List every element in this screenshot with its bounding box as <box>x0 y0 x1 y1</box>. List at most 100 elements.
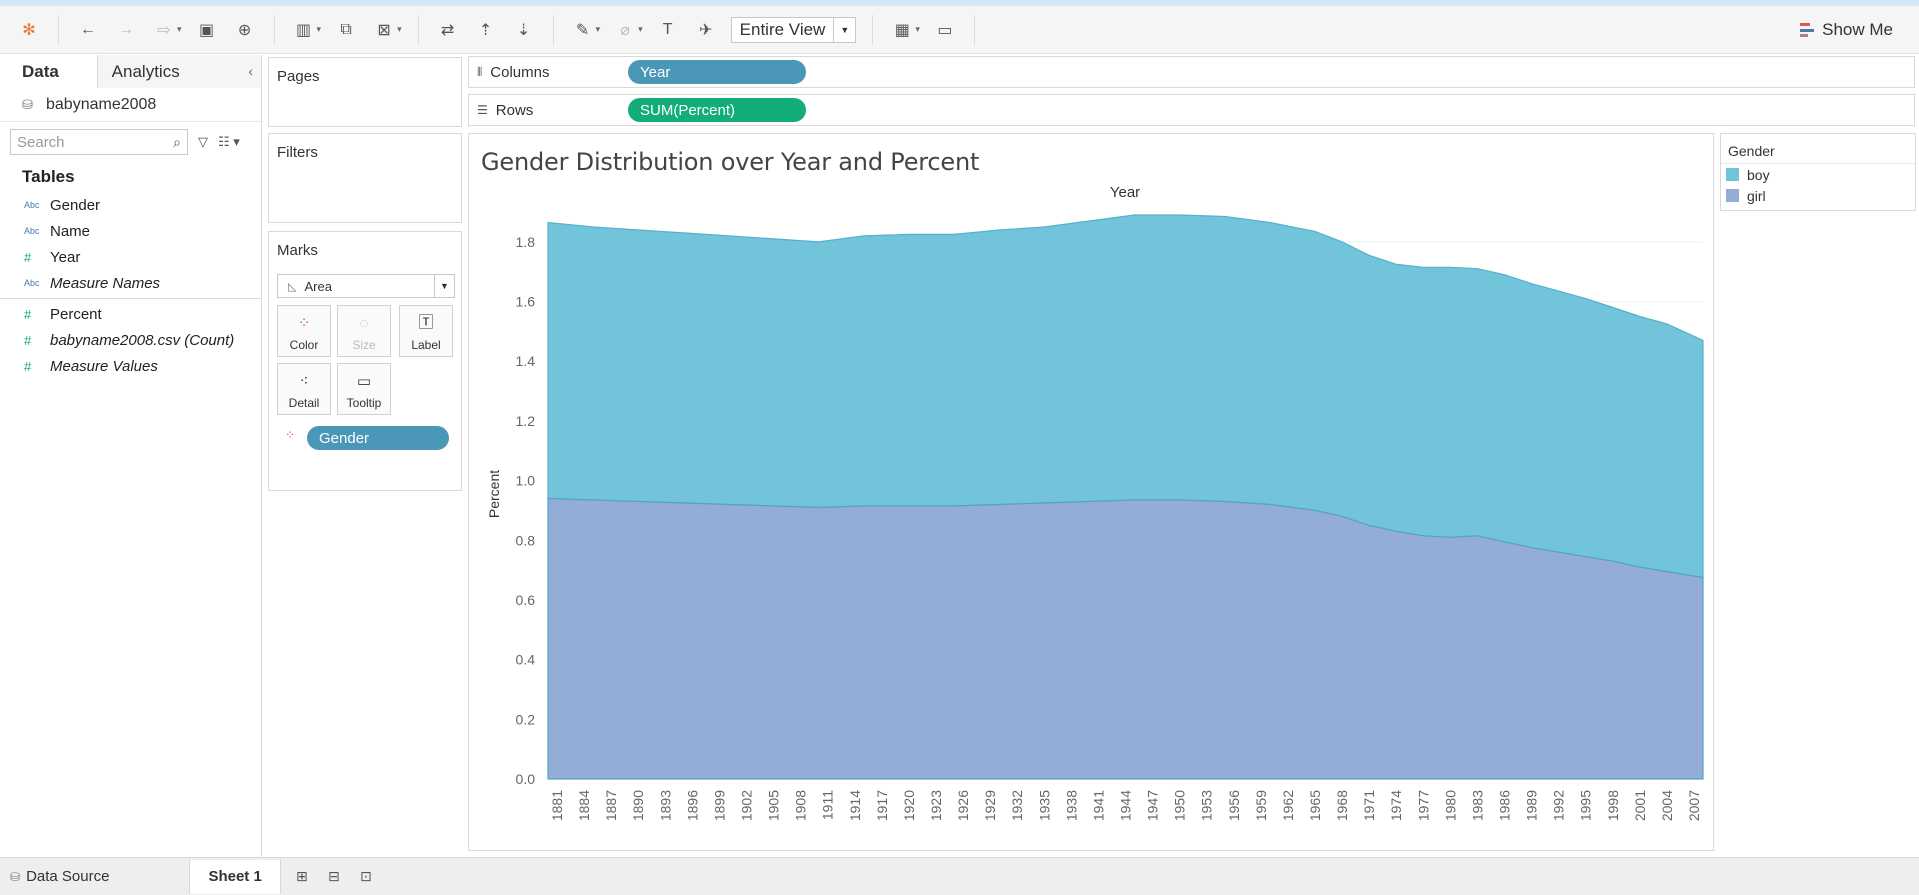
datasource-item[interactable]: ⛁ babyname2008 <box>0 88 261 122</box>
x-tick-label: 1965 <box>1307 790 1323 821</box>
label-button[interactable]: 🅃 Label <box>399 305 453 357</box>
save-icon[interactable]: ▣ <box>198 21 215 39</box>
dimension-list: Abc Gender Abc Name # Year Abc Measure Names <box>0 192 261 296</box>
columns-shelf-label: ⦀ Columns <box>469 64 628 81</box>
legend-items: boy girl <box>1721 164 1915 206</box>
clear-sheet-caret-icon[interactable]: ▾ <box>397 24 402 34</box>
new-worksheet-icon[interactable]: ▥ <box>295 21 312 39</box>
x-tick-label: 1935 <box>1036 790 1052 821</box>
dimension-measure-divider <box>0 298 261 299</box>
new-datasource-icon[interactable]: ⊕ <box>237 21 252 39</box>
mark-type-dropdown[interactable]: ◺ Area ▼ <box>277 274 455 298</box>
datasource-icon: ⛁ <box>10 869 21 884</box>
sort-ascending-icon[interactable]: ⇡ <box>478 21 493 39</box>
gender-color-pill[interactable]: Gender <box>307 426 449 450</box>
clear-sheet-icon[interactable]: ⊠ <box>377 21 391 39</box>
fix-axes-icon[interactable]: ✈ <box>698 21 713 39</box>
data-source-tab[interactable]: ⛁ Data Source <box>0 860 129 894</box>
tooltip-button[interactable]: ▭ Tooltip <box>337 363 391 415</box>
color-legend[interactable]: Gender boy girl <box>1720 133 1916 211</box>
field-item[interactable]: Abc Name <box>0 218 261 244</box>
chevron-down-icon[interactable]: ▼ <box>833 17 855 42</box>
x-tick-label: 1911 <box>820 790 836 820</box>
legend-item[interactable]: boy <box>1721 164 1915 185</box>
sort-descending-icon[interactable]: ⇣ <box>516 21 531 39</box>
field-name: Percent <box>50 305 102 323</box>
field-item[interactable]: Abc Measure Names <box>0 270 261 296</box>
filters-card-title: Filters <box>277 144 318 161</box>
field-item[interactable]: # Year <box>0 244 261 270</box>
pages-card[interactable]: Pages <box>268 57 462 127</box>
toolbar-separator <box>417 14 419 45</box>
y-tick-label: 0.0 <box>516 771 536 787</box>
duplicate-sheet-icon[interactable]: ⧉ <box>340 20 352 38</box>
replay-icon[interactable]: ⇨ <box>157 21 171 39</box>
search-placeholder: Search <box>17 133 65 151</box>
field-item[interactable]: # Measure Values <box>0 353 261 379</box>
legend-item[interactable]: girl <box>1721 185 1915 206</box>
color-button[interactable]: ⁘ Color <box>277 305 331 357</box>
x-tick-label: 1944 <box>1118 790 1134 821</box>
x-tick-label: 1902 <box>739 790 755 821</box>
presentation-mode-icon[interactable]: ▭ <box>937 21 953 39</box>
columns-label: Columns <box>490 63 550 81</box>
show-mark-labels-icon[interactable]: T <box>662 20 673 38</box>
fit-dropdown-value: Entire View <box>739 19 826 39</box>
x-tick-label: 1920 <box>901 790 917 821</box>
sheet-1-tab[interactable]: Sheet 1 <box>189 859 281 894</box>
y-tick-label: 0.6 <box>516 592 536 608</box>
marks-card-title: Marks <box>277 242 318 259</box>
size-button[interactable]: ◌ Size <box>337 305 391 357</box>
group-members-icon[interactable]: ⌀ <box>620 21 630 39</box>
fit-dropdown[interactable]: Entire View ▼ <box>730 16 857 43</box>
show-me-button[interactable]: Show Me <box>1800 20 1893 40</box>
color-button-label: Color <box>289 338 319 352</box>
rows-label: Rows <box>495 101 534 119</box>
tableau-logo-icon[interactable]: ✻ <box>22 21 36 39</box>
new-dashboard-icon[interactable]: ⊟ <box>327 868 340 884</box>
legend-label: girl <box>1747 187 1766 204</box>
data-pane: Data Analytics ‹ ⛁ babyname2008 Search ⌕… <box>0 55 262 857</box>
sum-percent-row-pill[interactable]: SUM(Percent) <box>628 98 806 122</box>
tab-analytics[interactable]: Analytics <box>97 55 261 88</box>
show-cards-caret-icon[interactable]: ▾ <box>915 24 920 34</box>
tab-data[interactable]: Data <box>0 55 98 88</box>
x-tick-label: 1908 <box>793 790 809 821</box>
field-item[interactable]: Abc Gender <box>0 192 261 218</box>
tooltip-icon: ▭ <box>356 373 372 390</box>
x-tick-label: 1914 <box>847 790 863 821</box>
show-cards-icon[interactable]: ▦ <box>894 21 910 39</box>
columns-shelf[interactable]: ⦀ Columns Year <box>468 56 1915 88</box>
highlight-caret-icon[interactable]: ▾ <box>595 24 601 34</box>
field-item[interactable]: # Percent <box>0 301 261 327</box>
show-me-icon <box>1800 23 1815 37</box>
field-name: Name <box>50 222 91 240</box>
chevron-down-icon[interactable]: ▼ <box>434 275 454 297</box>
rows-shelf[interactable]: ☰ Rows SUM(Percent) <box>468 94 1915 126</box>
undo-icon[interactable]: ← <box>80 20 96 38</box>
x-tick-label: 1986 <box>1496 790 1512 821</box>
search-input[interactable]: Search ⌕ <box>10 129 188 155</box>
redo-icon[interactable]: → <box>118 20 134 38</box>
measure-list: # Percent # babyname2008.csv (Count) # Measur… <box>0 301 261 379</box>
year-column-pill[interactable]: Year <box>628 60 806 84</box>
new-worksheet-caret-icon[interactable]: ▾ <box>316 24 322 34</box>
view-options-icon[interactable]: ☷ ▾ <box>218 134 240 149</box>
filter-icon[interactable]: ▽ <box>198 134 208 149</box>
worksheet-view[interactable]: Gender Distribution over Year and Percen… <box>468 133 1714 851</box>
area-chart[interactable]: Year 0.0 0.2 0.4 0.6 0.8 1.0 1.2 1.4 1.6 1.8 Percen… <box>469 134 1715 852</box>
new-story-icon[interactable]: ⊡ <box>359 868 372 884</box>
highlight-icon[interactable]: ✎ <box>575 21 590 39</box>
replay-caret-icon[interactable]: ▾ <box>177 24 182 34</box>
datasource-name: babyname2008 <box>46 95 157 113</box>
detail-button[interactable]: ⁖ Detail <box>277 363 331 415</box>
group-caret-icon[interactable]: ▾ <box>638 24 643 34</box>
x-tick-label: 1887 <box>603 790 619 821</box>
filters-card[interactable]: Filters <box>268 133 462 223</box>
swap-rows-columns-icon[interactable]: ⇄ <box>440 21 455 39</box>
new-worksheet-icon[interactable]: ⊞ <box>295 868 308 884</box>
toolbar-separator <box>273 14 275 45</box>
collapse-pane-icon[interactable]: ‹ <box>248 63 253 79</box>
x-tick-label: 2001 <box>1632 790 1648 821</box>
field-item[interactable]: # babyname2008.csv (Count) <box>0 327 261 353</box>
